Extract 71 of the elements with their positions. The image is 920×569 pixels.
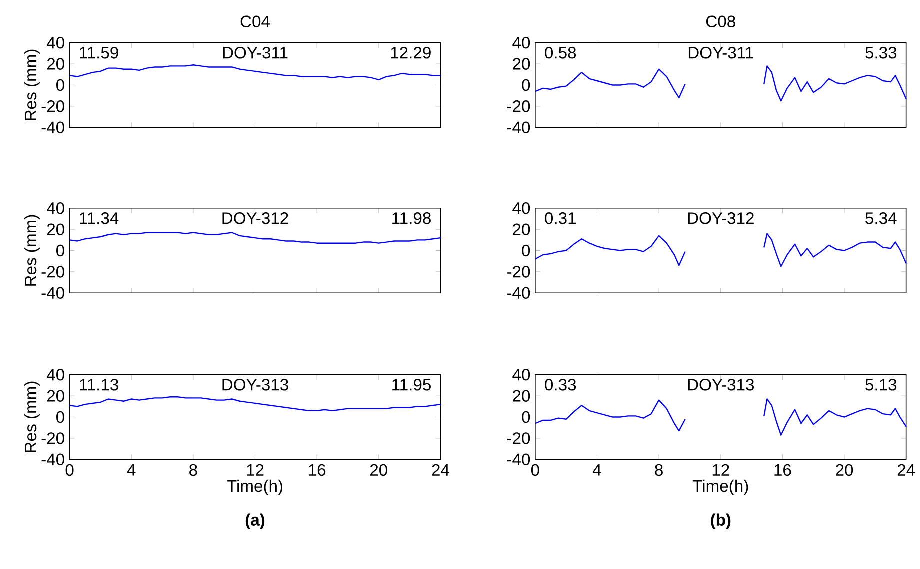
x-axis-title: Time(h) bbox=[227, 480, 283, 496]
y-tick-label: -20 bbox=[42, 266, 64, 278]
annotation: 5.33 bbox=[866, 46, 897, 59]
x-axis-title: Time(h) bbox=[692, 480, 748, 496]
y-tick-label: 20 bbox=[513, 224, 530, 236]
annotation: 11.59 bbox=[80, 46, 118, 59]
y-tick-label: -40 bbox=[42, 287, 64, 299]
annotation: DOY-311 bbox=[688, 46, 754, 59]
y-tick-label: -40 bbox=[507, 454, 530, 466]
annotation: 11.95 bbox=[392, 378, 431, 391]
annotation: DOY-311 bbox=[223, 46, 288, 59]
x-tick-label: 4 bbox=[127, 464, 136, 476]
annotation: 5.34 bbox=[866, 212, 897, 224]
y-tick-label: -20 bbox=[507, 432, 530, 444]
y-tick-label: 0 bbox=[522, 411, 530, 423]
annotation: 11.13 bbox=[80, 378, 118, 391]
x-tick-label: 24 bbox=[432, 464, 450, 476]
y-tick-label: 0 bbox=[522, 244, 530, 256]
y-tick-label: -40 bbox=[507, 122, 530, 134]
y-tick-label: 40 bbox=[512, 202, 530, 214]
annotation: 0.31 bbox=[545, 212, 576, 224]
y-tick-label: -20 bbox=[507, 100, 530, 112]
x-tick-label: 8 bbox=[655, 464, 663, 476]
y-tick-label: 20 bbox=[513, 58, 530, 70]
x-tick-label: 8 bbox=[190, 464, 198, 476]
annotation: 12.29 bbox=[391, 46, 431, 59]
annotation: 11.34 bbox=[80, 212, 119, 224]
y-tick-label: -20 bbox=[507, 266, 530, 278]
x-tick-label: 20 bbox=[370, 464, 388, 476]
x-tick-label: 0 bbox=[531, 464, 540, 476]
annotation: 11.98 bbox=[392, 212, 431, 224]
annotation: 5.13 bbox=[866, 378, 897, 391]
x-tick-label: 20 bbox=[836, 464, 854, 476]
y-tick-label: 40 bbox=[46, 368, 64, 381]
x-tick-label: 4 bbox=[593, 464, 602, 476]
y-axis-title: Res (mm) bbox=[24, 382, 40, 452]
chart-title: C04 bbox=[240, 16, 270, 28]
annotation: DOY-313 bbox=[688, 378, 754, 391]
y-tick-label: 0 bbox=[56, 411, 64, 423]
x-tick-label: 12 bbox=[712, 464, 730, 476]
y-tick-label: 40 bbox=[46, 36, 64, 49]
y-tick-label: -20 bbox=[42, 432, 64, 444]
y-tick-label: 20 bbox=[47, 390, 64, 402]
text: (b) bbox=[711, 514, 731, 530]
y-tick-label: -40 bbox=[507, 287, 530, 299]
y-tick-label: -40 bbox=[42, 122, 64, 134]
annotation: DOY-313 bbox=[222, 378, 288, 391]
y-axis-title: Res (mm) bbox=[24, 50, 40, 120]
annotation: 0.58 bbox=[545, 46, 576, 59]
y-tick-label: -20 bbox=[42, 100, 64, 112]
chart-title: C08 bbox=[706, 16, 736, 28]
y-axis-title: Res (mm) bbox=[24, 215, 40, 286]
y-tick-label: 40 bbox=[512, 368, 530, 381]
y-tick-label: 20 bbox=[47, 58, 64, 70]
y-tick-label: 0 bbox=[56, 244, 64, 256]
x-tick-label: 12 bbox=[247, 464, 264, 476]
y-tick-label: 0 bbox=[56, 79, 64, 91]
x-tick-label: 16 bbox=[309, 464, 326, 476]
y-tick-label: 20 bbox=[513, 390, 530, 402]
annotation: DOY-312 bbox=[688, 212, 754, 224]
x-tick-label: 0 bbox=[66, 464, 74, 476]
annotation: DOY-312 bbox=[222, 212, 288, 224]
x-tick-label: 16 bbox=[774, 464, 792, 476]
y-tick-label: 0 bbox=[522, 79, 530, 91]
annotation: 0.33 bbox=[545, 378, 576, 391]
y-tick-label: -40 bbox=[42, 454, 64, 466]
x-tick-label: 24 bbox=[898, 464, 916, 476]
y-tick-label: 40 bbox=[512, 36, 530, 49]
text: (a) bbox=[246, 514, 265, 530]
y-tick-label: 40 bbox=[46, 202, 64, 214]
y-tick-label: 20 bbox=[47, 224, 64, 236]
